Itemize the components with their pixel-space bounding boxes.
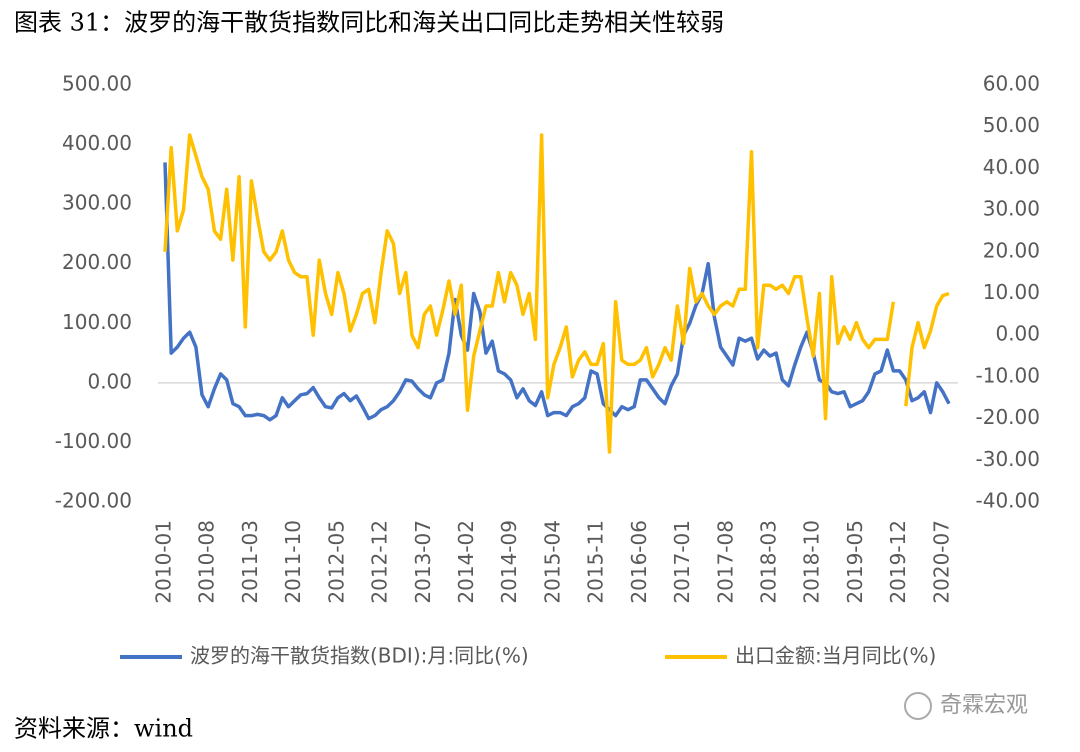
x-tick-label: 2018-03 [756,520,780,604]
x-tick-label: 2017-01 [670,520,694,604]
x-tick-label: 2010-01 [152,520,176,604]
y2-tick-label: -40.00 [976,489,1040,513]
x-tick-label: 2016-06 [627,520,651,604]
x-tick-label: 2011-03 [238,520,262,604]
y2-tick-label: 40.00 [983,155,1040,179]
x-tick-label: 2017-08 [713,520,737,604]
y2-tick-label: -30.00 [976,447,1040,471]
x-tick-label: 2019-05 [843,520,867,604]
x-tick-label: 2019-12 [886,520,910,604]
y-tick-label: 500.00 [62,72,132,96]
y2-tick-label: 50.00 [983,113,1040,137]
y2-tick-label: -20.00 [976,405,1040,429]
y-tick-label: -200.00 [55,489,132,513]
x-tick-label: 2020-07 [929,520,953,604]
y2-tick-label: 60.00 [983,72,1040,96]
line-series [163,162,951,422]
y-tick-label: 300.00 [62,191,132,215]
y-tick-label: -100.00 [55,429,132,453]
x-tick-label: 2015-11 [584,520,608,604]
x-tick-label: 2013-07 [411,520,435,604]
line-series [904,291,950,407]
y2-tick-label: 30.00 [983,197,1040,221]
y2-tick-label: 0.00 [995,322,1040,346]
y-tick-label: 0.00 [87,369,132,393]
x-tick-label: 2012-12 [368,520,392,604]
x-tick-label: 2014-02 [454,520,478,604]
y-tick-label: 100.00 [62,310,132,334]
watermark-icon [904,692,932,720]
line-series [163,133,896,454]
y2-tick-label: 10.00 [983,280,1040,304]
y-tick-label: 200.00 [62,250,132,274]
y2-tick-label: -10.00 [976,363,1040,387]
x-tick-label: 2012-05 [324,520,348,604]
y-tick-label: 400.00 [62,131,132,155]
x-tick-label: 2015-04 [540,520,564,604]
x-tick-label: 2010-08 [195,520,219,604]
chart-title: 图表 31：波罗的海干散货指数同比和海关出口同比走势相关性较弱 [14,9,724,37]
x-tick-label: 2018-10 [800,520,824,604]
x-tick-label: 2014-09 [497,520,521,604]
x-tick-label: 2011-10 [281,520,305,604]
watermark: 奇霖宏观 [940,693,1028,718]
legend-label: 波罗的海干散货指数(BDI):月:同比(%) [190,644,529,668]
source: 资料来源：wind [14,715,193,743]
legend-label: 出口金额:当月同比(%) [735,644,936,668]
y2-tick-label: 20.00 [983,238,1040,262]
